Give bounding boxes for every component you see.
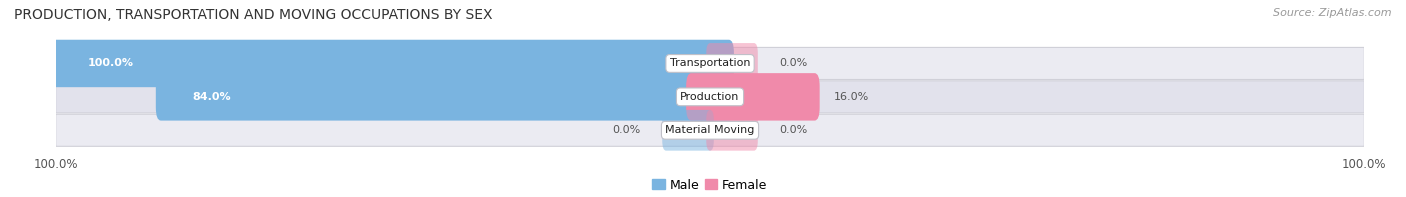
Text: PRODUCTION, TRANSPORTATION AND MOVING OCCUPATIONS BY SEX: PRODUCTION, TRANSPORTATION AND MOVING OC… [14,8,492,22]
Legend: Male, Female: Male, Female [648,174,772,197]
Text: Material Moving: Material Moving [665,125,755,135]
FancyBboxPatch shape [662,110,714,151]
Text: Production: Production [681,92,740,102]
Text: 0.0%: 0.0% [779,59,807,68]
FancyBboxPatch shape [56,114,1364,146]
FancyBboxPatch shape [686,73,820,121]
Text: 100.0%: 100.0% [87,59,134,68]
FancyBboxPatch shape [56,81,1364,113]
FancyBboxPatch shape [706,110,758,151]
Text: 16.0%: 16.0% [834,92,869,102]
Text: 0.0%: 0.0% [779,125,807,135]
Text: Source: ZipAtlas.com: Source: ZipAtlas.com [1274,8,1392,18]
Text: 0.0%: 0.0% [613,125,641,135]
Text: 84.0%: 84.0% [193,92,231,102]
FancyBboxPatch shape [706,43,758,84]
FancyBboxPatch shape [156,73,734,121]
FancyBboxPatch shape [51,40,734,87]
FancyBboxPatch shape [56,47,1364,80]
Text: Transportation: Transportation [669,59,751,68]
